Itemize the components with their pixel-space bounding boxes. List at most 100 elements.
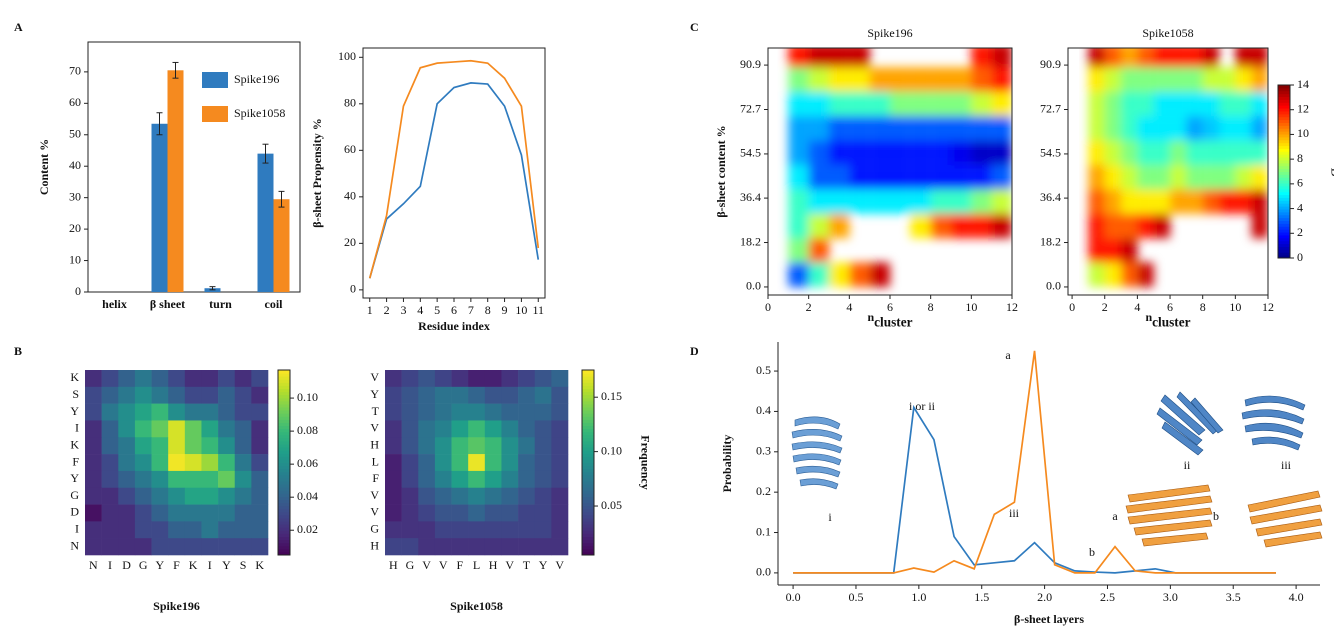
colorbar-tick-label: 0.10 (297, 390, 318, 404)
heatmap-cell (201, 403, 219, 421)
contour-cell (910, 189, 931, 214)
heatmap-cell (385, 420, 402, 438)
heatmap-cell (101, 470, 119, 489)
heatmap-cell (184, 386, 202, 404)
contour-cell (1088, 213, 1105, 239)
heatmap-cell (484, 454, 502, 472)
contour-cell (788, 48, 809, 68)
contour-cell (869, 189, 890, 214)
heatmap-cell (418, 470, 436, 489)
y-tick-label: D (70, 505, 79, 519)
heatmap-cell (551, 504, 569, 522)
heatmap-cell (551, 470, 569, 489)
x-tick-label: 0.5 (848, 590, 863, 604)
contour-fill (788, 48, 1012, 287)
colorbar-segment (278, 511, 290, 516)
heatmap-cell (551, 437, 569, 455)
protein-i (791, 416, 843, 490)
colorbar-frame (277, 369, 291, 556)
y-tick-label: 0.0 (1046, 279, 1061, 293)
colorbar-segment (582, 524, 594, 528)
contour-cell (1235, 91, 1252, 117)
label-part: cluster (874, 315, 912, 330)
contour-cell (829, 189, 850, 214)
x-tick-label: 6 (1167, 300, 1173, 314)
contour-cell (991, 48, 1012, 68)
x-tick-label: 4 (417, 303, 423, 317)
legend-swatch (202, 106, 228, 122)
panel-label: B (14, 344, 22, 358)
colorbar-segment (582, 471, 594, 476)
heatmap-cell (218, 403, 236, 421)
contour-cell (890, 116, 911, 141)
colorbar-segment (1278, 232, 1290, 236)
colorbar-segment (582, 431, 594, 436)
colorbar-segment (1278, 93, 1290, 98)
contour-cell (1121, 262, 1138, 287)
heatmap-cell (151, 454, 169, 472)
heatmap-cell (151, 370, 169, 388)
contour-cell (1121, 140, 1138, 165)
contour-cell (971, 189, 992, 214)
contour-cell (1121, 238, 1138, 263)
heatmap-cell (201, 504, 219, 522)
contour-cell (1104, 262, 1122, 287)
heatmap-cell (151, 470, 169, 489)
colorbar-segment (1278, 255, 1290, 259)
label-part: n (1145, 310, 1152, 324)
heatmap-cell (101, 370, 119, 388)
colorbar-segment (278, 422, 290, 426)
heatmap-cell (85, 504, 102, 522)
heatmap-cell (118, 386, 136, 404)
x-tick-label: helix (102, 297, 127, 311)
colorbar-segment (278, 428, 290, 433)
x-tick-label: 1.5 (974, 590, 989, 604)
colorbar-segment (582, 487, 594, 491)
contour-cell (1186, 189, 1203, 214)
y-tick-label: 60 (344, 142, 356, 156)
contour-cell (1251, 116, 1268, 141)
y-tick-label: K (70, 370, 79, 384)
heatmap-cell (218, 538, 236, 556)
heatmap-cell (551, 420, 569, 438)
contour-cell (788, 262, 809, 287)
heatmap-cell (151, 504, 169, 522)
colorbar-segment (278, 518, 290, 522)
contour-cell (788, 140, 809, 165)
heatmap-cell (251, 437, 269, 455)
colorbar-segment (1278, 136, 1290, 141)
x-tick-label: D (122, 558, 131, 572)
colorbar-segment (582, 548, 594, 553)
colorbar-segment (1278, 211, 1290, 216)
heatmap-cell (85, 420, 102, 438)
y-tick-label: 60 (69, 95, 81, 109)
colorbar-segment (278, 524, 290, 528)
colorbar-segment (278, 453, 290, 457)
heatmap-cell (501, 386, 519, 404)
colorbar-segment (1278, 90, 1290, 95)
x-tick-label: 1.0 (911, 590, 926, 604)
y-tick-label: 20 (344, 235, 356, 249)
contour-cell (930, 116, 951, 141)
y-tick-label: G (370, 522, 379, 536)
bar (167, 70, 184, 293)
heatmap-cell (168, 370, 186, 388)
heatmap-cell (468, 403, 486, 421)
colorbar-segment (1278, 159, 1290, 164)
heatmap-cell (251, 403, 269, 421)
y-tick-label: 36.4 (740, 190, 761, 204)
colorbar-segment (278, 527, 290, 531)
label-part: B (1328, 168, 1334, 177)
heatmap-cell (385, 370, 402, 388)
heatmap-cell (401, 403, 419, 421)
contour-cell (1104, 164, 1122, 190)
y-tick-label: N (70, 538, 79, 552)
colorbar-segment (582, 382, 594, 386)
colorbar-segment (582, 428, 594, 433)
colorbar-segment (1278, 237, 1290, 242)
heatmap-cell (85, 370, 102, 388)
colorbar-segment (582, 527, 594, 531)
colorbar-segment (278, 391, 290, 396)
heatmap-cell (101, 504, 119, 522)
heatmap-cell (385, 470, 402, 489)
